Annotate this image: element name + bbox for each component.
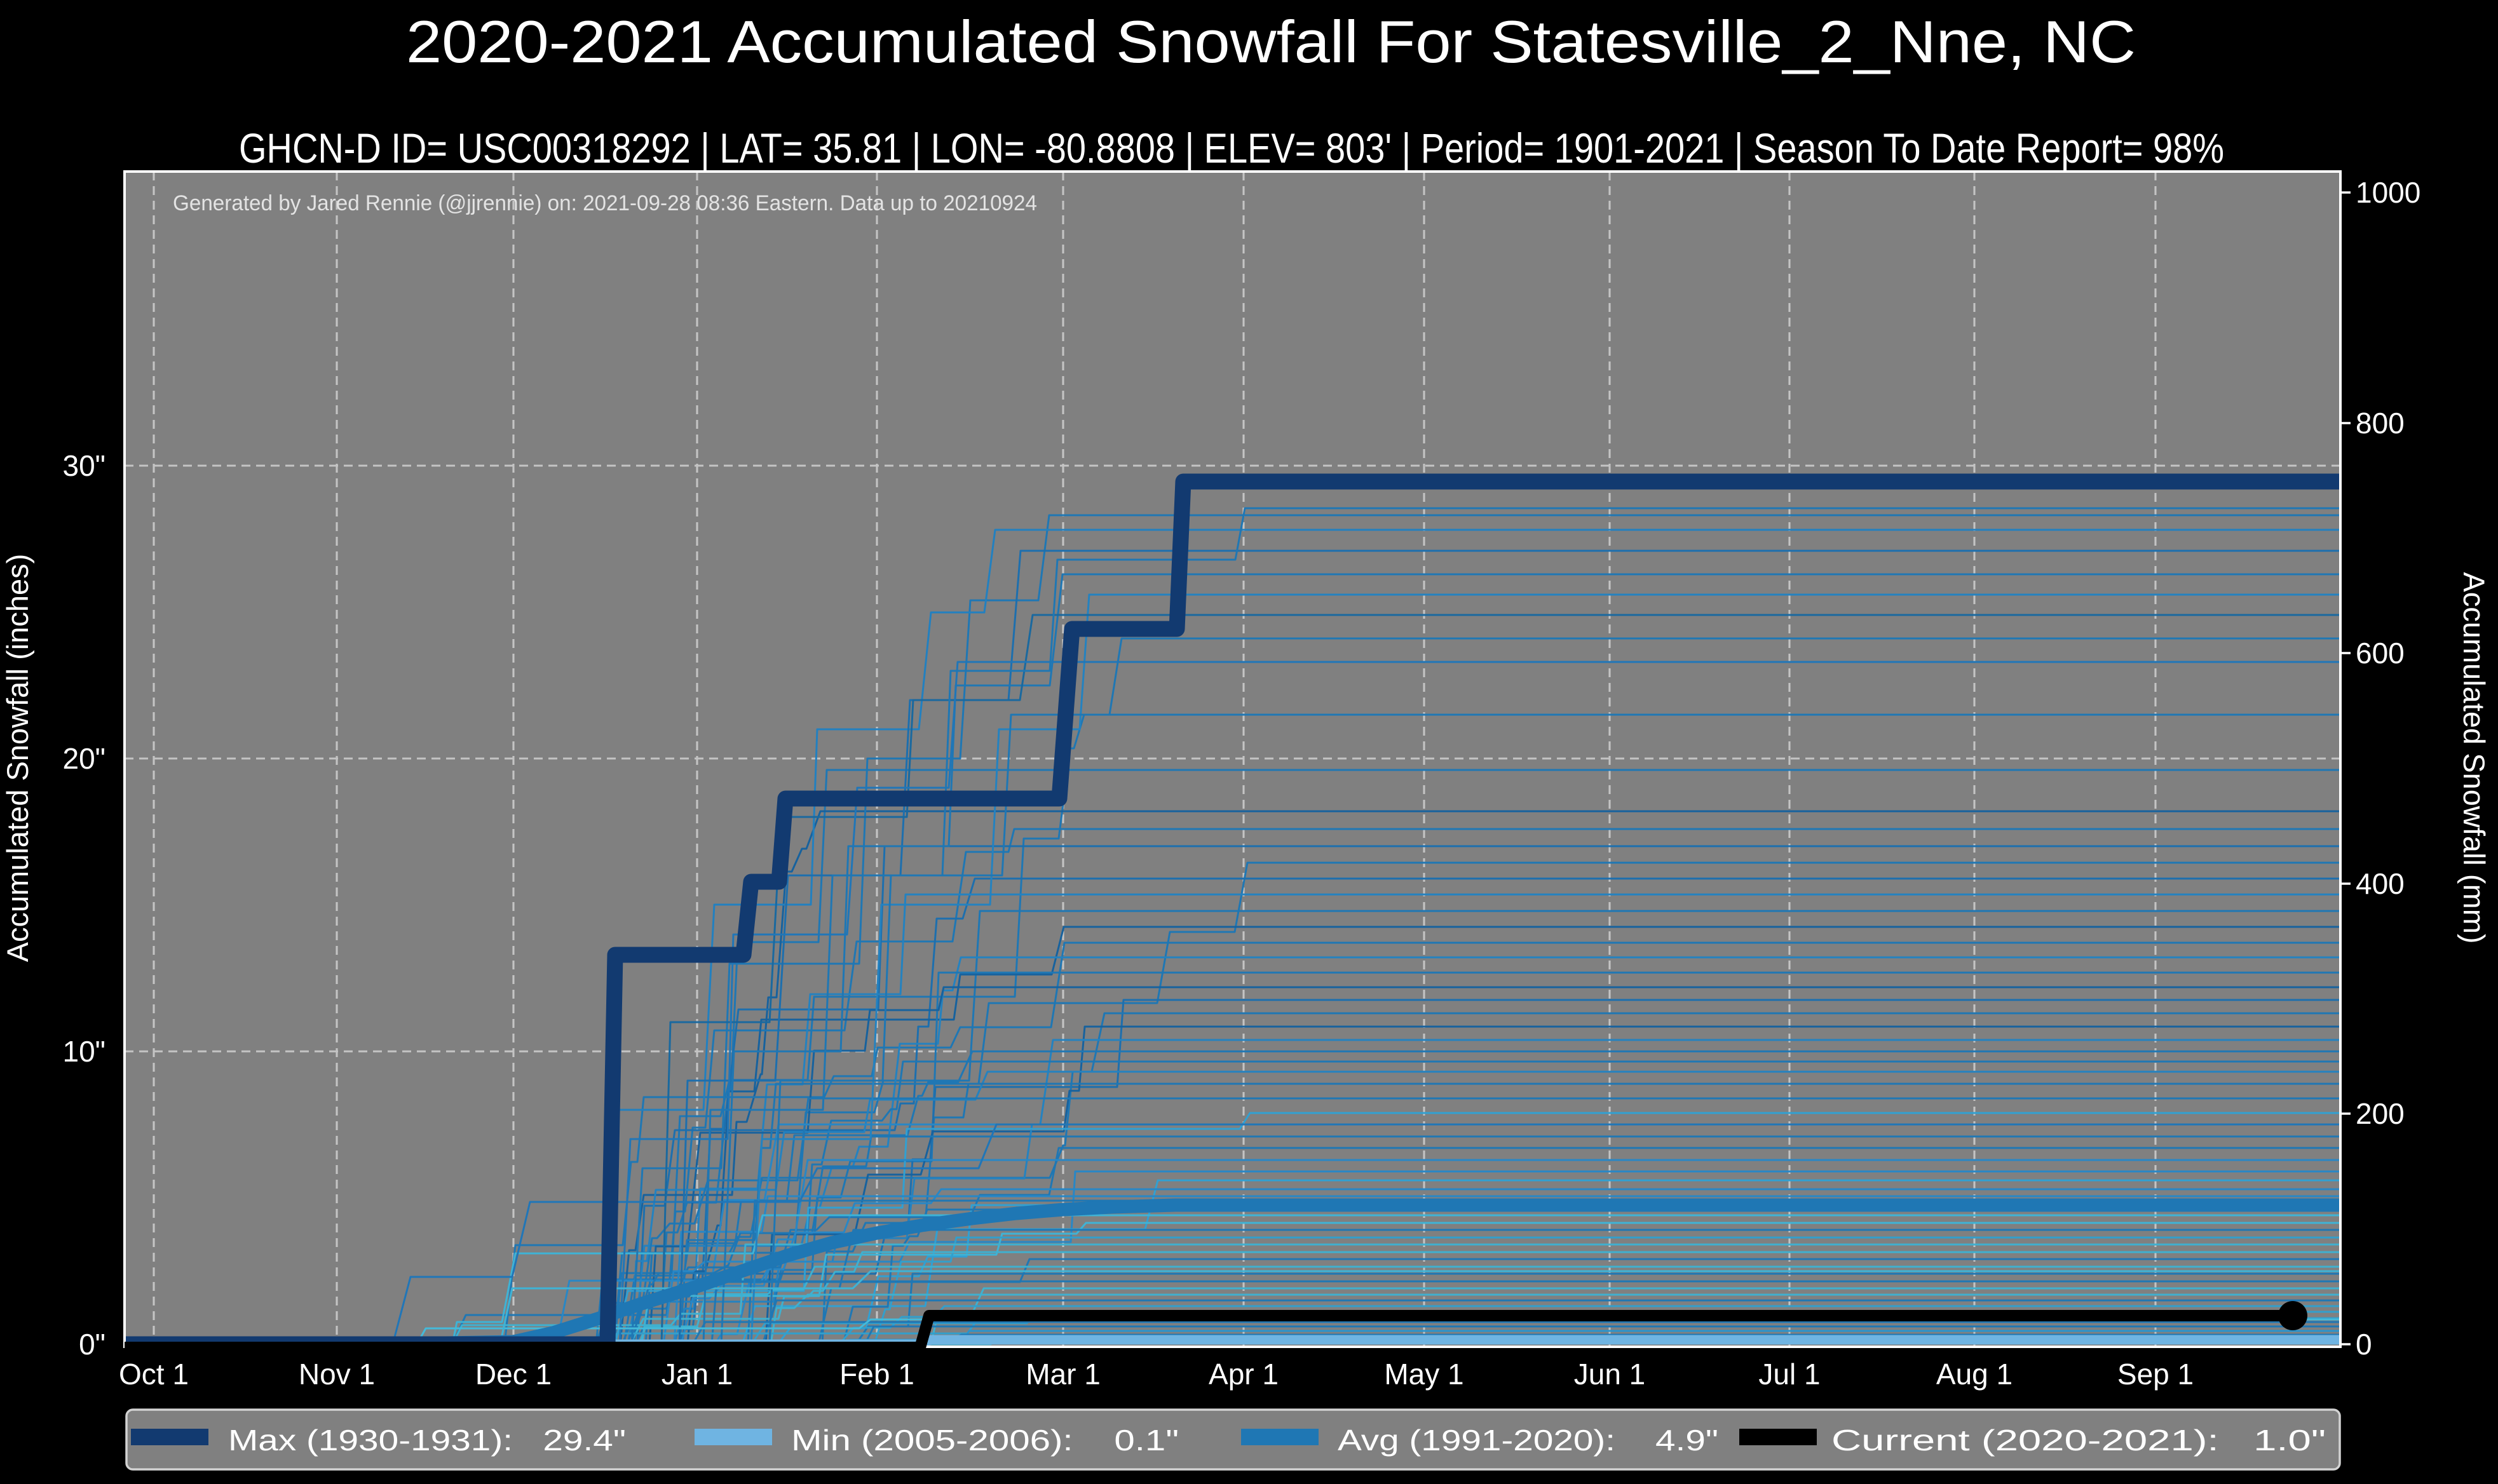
svg-text:Max (1930-1931): 29.4": Max (1930-1931): 29.4" <box>228 1424 626 1457</box>
svg-text:GHCN-D ID= USC00318292 | LAT=: GHCN-D ID= USC00318292 | LAT= 35.81 | LO… <box>239 125 2224 172</box>
svg-text:Mar 1: Mar 1 <box>1026 1358 1101 1391</box>
svg-text:Jul 1: Jul 1 <box>1758 1358 1820 1391</box>
svg-text:1000: 1000 <box>2356 176 2420 209</box>
svg-text:Nov 1: Nov 1 <box>299 1358 375 1391</box>
svg-text:0: 0 <box>2356 1328 2372 1361</box>
svg-text:20": 20" <box>63 742 106 775</box>
svg-text:Jan 1: Jan 1 <box>662 1358 733 1391</box>
svg-text:Accumulated Snowfall (inches): Accumulated Snowfall (inches) <box>1 554 34 962</box>
svg-text:600: 600 <box>2356 637 2405 670</box>
svg-text:Jun 1: Jun 1 <box>1574 1358 1646 1391</box>
svg-text:30": 30" <box>63 449 106 482</box>
svg-text:Sep 1: Sep 1 <box>2117 1358 2194 1391</box>
svg-text:Dec 1: Dec 1 <box>475 1358 552 1391</box>
svg-text:Avg (1991-2020): 4.9": Avg (1991-2020): 4.9" <box>1338 1424 1718 1457</box>
svg-text:800: 800 <box>2356 407 2405 440</box>
svg-text:Generated by Jared Rennie (@jj: Generated by Jared Rennie (@jjrennie) on… <box>173 191 1037 215</box>
svg-text:Current (2020-2021): 1.0": Current (2020-2021): 1.0" <box>1831 1424 2326 1457</box>
svg-text:Min (2005-2006): 0.1": Min (2005-2006): 0.1" <box>791 1424 1179 1457</box>
svg-text:400: 400 <box>2356 867 2405 900</box>
svg-text:Feb 1: Feb 1 <box>839 1358 914 1391</box>
svg-text:10": 10" <box>63 1035 106 1068</box>
svg-text:Apr 1: Apr 1 <box>1209 1358 1279 1391</box>
svg-text:0": 0" <box>79 1328 105 1361</box>
svg-text:2020-2021 Accumulated Snowfall: 2020-2021 Accumulated Snowfall For State… <box>406 8 2136 75</box>
svg-text:200: 200 <box>2356 1097 2405 1130</box>
svg-text:Oct 1: Oct 1 <box>119 1358 189 1391</box>
svg-text:Aug 1: Aug 1 <box>1936 1358 2013 1391</box>
svg-text:Accumulated Snowfall (mm): Accumulated Snowfall (mm) <box>2457 572 2491 943</box>
svg-text:May 1: May 1 <box>1384 1358 1463 1391</box>
